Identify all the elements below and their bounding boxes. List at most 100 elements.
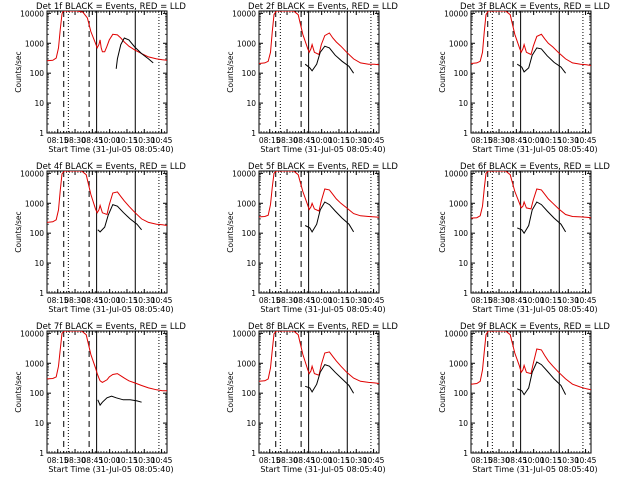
y-tick-label: 1000 bbox=[25, 199, 44, 208]
plot-frame bbox=[258, 170, 380, 294]
x-tick-label: 10:30 bbox=[345, 296, 367, 305]
x-tick-label: 10:45 bbox=[363, 136, 385, 145]
x-tick-label: 08:45 bbox=[294, 456, 316, 465]
y-tick-label: 1000 bbox=[25, 39, 44, 48]
y-tick-label: 1000 bbox=[449, 359, 468, 368]
x-tick-label: 10:00 bbox=[99, 456, 121, 465]
y-tick-label: 1000 bbox=[449, 39, 468, 48]
x-tick-label: 10:15 bbox=[116, 456, 138, 465]
y-tick-label: 10000 bbox=[20, 9, 44, 18]
y-tick-label: 100 bbox=[242, 69, 257, 78]
y-axis-label: Counts/sec bbox=[14, 371, 23, 412]
x-tick-label: 08:45 bbox=[82, 456, 104, 465]
x-axis-label: Start Time (31-Jul-05 08:05:40) bbox=[48, 305, 173, 314]
x-axis-label: Start Time (31-Jul-05 08:05:40) bbox=[260, 145, 385, 154]
y-tick-label: 10 bbox=[458, 99, 468, 108]
lld-series-line bbox=[259, 11, 379, 66]
events-series-line bbox=[516, 47, 566, 74]
x-tick-label: 08:15 bbox=[471, 296, 493, 305]
lld-series-line bbox=[471, 331, 591, 391]
y-tick-label: 1000 bbox=[237, 199, 256, 208]
detector-panel-6: Det 6f BLACK = Events, RED = LLD 1 10 100 10… bbox=[438, 162, 610, 314]
x-tick-label: 10:15 bbox=[116, 296, 138, 305]
x-tick-label: 08:30 bbox=[276, 296, 298, 305]
x-tick-label: 10:00 bbox=[523, 296, 545, 305]
y-tick-label: 1 bbox=[251, 449, 256, 458]
x-tick-label: 10:45 bbox=[575, 296, 597, 305]
x-tick-label: 10:45 bbox=[363, 456, 385, 465]
y-axis-label: Counts/sec bbox=[438, 371, 447, 412]
y-tick-label: 10 bbox=[458, 419, 468, 428]
x-tick-label: 10:30 bbox=[557, 296, 579, 305]
y-tick-label: 1000 bbox=[449, 199, 468, 208]
plot-frame bbox=[258, 10, 380, 134]
plot-frame bbox=[46, 170, 168, 294]
y-tick-label: 1 bbox=[463, 289, 468, 298]
plot-area bbox=[471, 11, 591, 133]
detector-panel-3: Det 3f BLACK = Events, RED = LLD 1 10 100 10… bbox=[438, 2, 610, 154]
lld-series-line bbox=[47, 11, 167, 62]
y-tick-label: 100 bbox=[242, 229, 257, 238]
detector-panel-2: Det 2f BLACK = Events, RED = LLD 1 10 100 10… bbox=[226, 2, 398, 154]
x-tick-label: 08:30 bbox=[276, 136, 298, 145]
y-tick-label: 1 bbox=[251, 129, 256, 138]
y-tick-label: 10000 bbox=[232, 9, 256, 18]
x-tick-label: 10:00 bbox=[99, 136, 121, 145]
x-tick-label: 10:30 bbox=[557, 456, 579, 465]
x-tick-label: 08:45 bbox=[506, 456, 528, 465]
y-tick-label: 10 bbox=[34, 259, 44, 268]
x-axis-label: Start Time (31-Jul-05 08:05:40) bbox=[472, 145, 597, 154]
lld-series-line bbox=[471, 11, 591, 66]
x-tick-label: 10:15 bbox=[540, 456, 562, 465]
lld-series-line bbox=[47, 331, 167, 392]
x-tick-label: 10:15 bbox=[328, 456, 350, 465]
x-tick-label: 10:15 bbox=[540, 296, 562, 305]
y-tick-label: 10000 bbox=[444, 9, 468, 18]
y-tick-label: 100 bbox=[454, 69, 469, 78]
x-tick-label: 10:15 bbox=[328, 136, 350, 145]
x-tick-label: 10:15 bbox=[328, 296, 350, 305]
events-series-line bbox=[97, 395, 142, 407]
x-tick-label: 08:15 bbox=[47, 296, 69, 305]
y-tick-label: 100 bbox=[30, 389, 45, 398]
x-tick-label: 08:15 bbox=[471, 456, 493, 465]
x-tick-label: 08:45 bbox=[294, 296, 316, 305]
plot-frame bbox=[470, 330, 592, 454]
x-tick-label: 08:45 bbox=[82, 136, 104, 145]
panel-title: Det 5f BLACK = Events, RED = LLD bbox=[248, 162, 398, 172]
x-axis-label: Start Time (31-Jul-05 08:05:40) bbox=[260, 305, 385, 314]
x-tick-label: 08:45 bbox=[506, 136, 528, 145]
x-tick-label: 08:30 bbox=[488, 296, 510, 305]
y-axis-label: Counts/sec bbox=[438, 211, 447, 252]
y-tick-label: 1 bbox=[39, 289, 44, 298]
x-tick-label: 08:15 bbox=[259, 296, 281, 305]
y-tick-label: 1 bbox=[251, 289, 256, 298]
events-series-line bbox=[305, 363, 355, 394]
x-tick-label: 10:15 bbox=[116, 136, 138, 145]
y-tick-label: 10000 bbox=[444, 169, 468, 178]
x-tick-label: 10:30 bbox=[345, 136, 367, 145]
x-tick-label: 08:15 bbox=[471, 136, 493, 145]
x-axis-label: Start Time (31-Jul-05 08:05:40) bbox=[260, 465, 385, 474]
lld-series-line bbox=[259, 171, 379, 218]
x-tick-label: 10:00 bbox=[311, 296, 333, 305]
x-tick-label: 10:30 bbox=[133, 456, 155, 465]
y-axis-label: Counts/sec bbox=[226, 211, 235, 252]
y-tick-label: 10 bbox=[458, 259, 468, 268]
x-tick-label: 10:45 bbox=[575, 456, 597, 465]
detector-panel-8: Det 8f BLACK = Events, RED = LLD 1 10 100 10… bbox=[226, 322, 398, 474]
detector-panel-7: Det 7f BLACK = Events, RED = LLD 1 10 100 10… bbox=[14, 322, 186, 474]
y-axis-label: Counts/sec bbox=[226, 51, 235, 92]
x-tick-label: 10:00 bbox=[99, 296, 121, 305]
plot-area bbox=[47, 171, 167, 293]
x-tick-label: 08:30 bbox=[276, 456, 298, 465]
x-tick-label: 10:30 bbox=[133, 296, 155, 305]
plot-area bbox=[259, 171, 379, 293]
y-tick-label: 10 bbox=[246, 259, 256, 268]
y-axis-label: Counts/sec bbox=[14, 51, 23, 92]
x-tick-label: 10:45 bbox=[151, 296, 173, 305]
detector-panel-1: Det 1f BLACK = Events, RED = LLD 1 10 100 10… bbox=[14, 2, 186, 154]
y-tick-label: 1 bbox=[39, 449, 44, 458]
x-axis-label: Start Time (31-Jul-05 08:05:40) bbox=[48, 145, 173, 154]
